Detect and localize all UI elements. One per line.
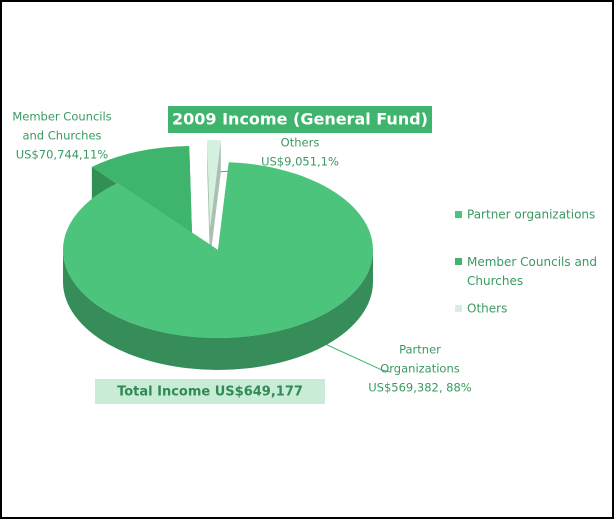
legend-swatch	[455, 258, 462, 265]
total-income: Total Income US$649,177	[117, 385, 303, 400]
legend-label: Member Councils and Churches	[467, 255, 597, 288]
data-label: US$569,382, 88%	[368, 381, 472, 395]
total-box	[95, 379, 325, 404]
data-label: Partner	[399, 343, 441, 357]
slice-cut	[210, 140, 221, 260]
legend-swatch	[455, 211, 462, 218]
legend-swatch	[455, 305, 462, 312]
data-label: and Churches	[22, 129, 101, 143]
leader-line	[311, 337, 391, 373]
chart-title: 2009 Income (General Fund)	[172, 110, 428, 129]
slice-side	[63, 250, 373, 370]
slice-cut	[207, 140, 210, 260]
data-label: US$9,051,1%	[261, 155, 339, 169]
title-box	[168, 106, 432, 133]
legend-label: Others	[467, 302, 507, 316]
slice	[91, 146, 192, 234]
data-label: Member Councils	[12, 110, 111, 124]
data-label: Organizations	[380, 362, 460, 376]
legend-label: Partner organizations	[467, 208, 595, 222]
data-label: Others	[281, 136, 320, 150]
slice	[207, 140, 221, 228]
slice	[63, 162, 373, 339]
data-label: US$70,744,11%	[16, 148, 109, 162]
